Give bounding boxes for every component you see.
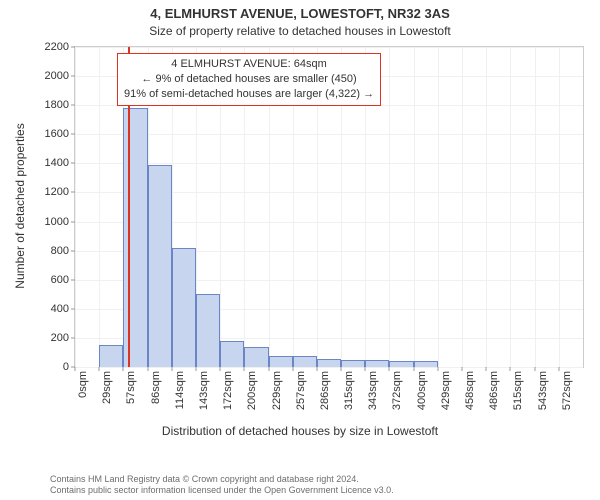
histogram-bar [365, 360, 389, 367]
annotation-line: 4 ELMHURST AVENUE: 64sqm [124, 57, 374, 72]
attribution: Contains HM Land Registry data © Crown c… [50, 474, 590, 497]
annotation-box: 4 ELMHURST AVENUE: 64sqm← 9% of detached… [117, 53, 381, 106]
histogram-bar [196, 294, 220, 367]
gridline-horizontal [75, 367, 583, 368]
gridline-vertical [75, 47, 76, 367]
xtick-label: 572sqm [561, 371, 573, 410]
attribution-line: Contains HM Land Registry data © Crown c… [50, 474, 590, 485]
ytick-label: 0 [63, 361, 69, 373]
xtick-mark [486, 367, 487, 371]
ytick-label: 1600 [45, 128, 69, 140]
xtick-label: 429sqm [440, 371, 452, 410]
histogram-bar [389, 361, 413, 367]
ytick-label: 600 [51, 274, 69, 286]
histogram-bar [293, 356, 317, 367]
xtick-mark [437, 367, 438, 371]
gridline-vertical [559, 47, 560, 367]
ytick-label: 1000 [45, 216, 69, 228]
histogram-bar [269, 356, 293, 367]
xtick-label: 57sqm [125, 371, 137, 404]
xtick-mark [123, 367, 124, 371]
annotation-line: ← 9% of detached houses are smaller (450… [124, 72, 374, 87]
chart-root: 4, ELMHURST AVENUE, LOWESTOFT, NR32 3AS … [0, 0, 600, 500]
histogram-bar [99, 345, 123, 367]
x-axis-label: Distribution of detached houses by size … [0, 424, 600, 438]
histogram-bar [317, 359, 341, 367]
xtick-mark [510, 367, 511, 371]
gridline-vertical [510, 47, 511, 367]
histogram-bar [123, 108, 147, 367]
histogram-bar [220, 341, 244, 367]
gridline-vertical [389, 47, 390, 367]
attribution-line: Contains public sector information licen… [50, 485, 590, 496]
xtick-mark [462, 367, 463, 371]
xtick-label: 458sqm [464, 371, 476, 410]
ytick-label: 200 [51, 332, 69, 344]
ytick-label: 2200 [45, 41, 69, 53]
xtick-label: 229sqm [271, 371, 283, 410]
xtick-mark [147, 367, 148, 371]
histogram-bar [172, 248, 196, 367]
xtick-label: 200sqm [246, 371, 258, 410]
xtick-label: 114sqm [174, 371, 186, 409]
gridline-vertical [462, 47, 463, 367]
gridline-vertical [99, 47, 100, 367]
xtick-label: 143sqm [198, 371, 210, 410]
ytick-label: 1400 [45, 157, 69, 169]
xtick-mark [244, 367, 245, 371]
xtick-label: 172sqm [222, 371, 234, 410]
gridline-horizontal [75, 134, 583, 135]
xtick-label: 286sqm [319, 371, 331, 410]
xtick-mark [365, 367, 366, 371]
ytick-label: 2000 [45, 70, 69, 82]
xtick-label: 29sqm [101, 371, 113, 404]
y-axis-label: Number of detached properties [13, 123, 27, 288]
xtick-mark [558, 367, 559, 371]
xtick-mark [413, 367, 414, 371]
xtick-label: 343sqm [367, 371, 379, 410]
xtick-label: 372sqm [391, 371, 403, 410]
histogram-bar [148, 165, 172, 367]
xtick-mark [534, 367, 535, 371]
xtick-label: 400sqm [416, 371, 428, 410]
xtick-label: 0sqm [77, 371, 89, 398]
histogram-bar [244, 347, 268, 367]
xtick-label: 543sqm [537, 371, 549, 410]
xtick-mark [171, 367, 172, 371]
ytick-label: 1200 [45, 186, 69, 198]
xtick-mark [341, 367, 342, 371]
gridline-vertical [438, 47, 439, 367]
ytick-label: 1800 [45, 99, 69, 111]
ytick-label: 400 [51, 303, 69, 315]
xtick-label: 257sqm [295, 371, 307, 410]
xtick-mark [316, 367, 317, 371]
histogram-bar [341, 360, 365, 367]
xtick-label: 515sqm [512, 371, 524, 410]
xtick-label: 315sqm [343, 371, 355, 410]
histogram-bar [414, 361, 438, 367]
xtick-mark [75, 367, 76, 371]
xtick-mark [268, 367, 269, 371]
xtick-label: 86sqm [150, 371, 162, 404]
xtick-mark [389, 367, 390, 371]
page-title: 4, ELMHURST AVENUE, LOWESTOFT, NR32 3AS [0, 6, 600, 21]
xtick-label: 486sqm [488, 371, 500, 410]
page-subtitle: Size of property relative to detached ho… [0, 24, 600, 38]
plot-area: 0200400600800100012001400160018002000220… [74, 46, 584, 368]
gridline-horizontal [75, 47, 583, 48]
gridline-vertical [535, 47, 536, 367]
xtick-mark [220, 367, 221, 371]
xtick-mark [99, 367, 100, 371]
ytick-label: 800 [51, 245, 69, 257]
xtick-mark [195, 367, 196, 371]
gridline-vertical [414, 47, 415, 367]
annotation-line: 91% of semi-detached houses are larger (… [124, 87, 374, 102]
xtick-mark [292, 367, 293, 371]
gridline-vertical [486, 47, 487, 367]
